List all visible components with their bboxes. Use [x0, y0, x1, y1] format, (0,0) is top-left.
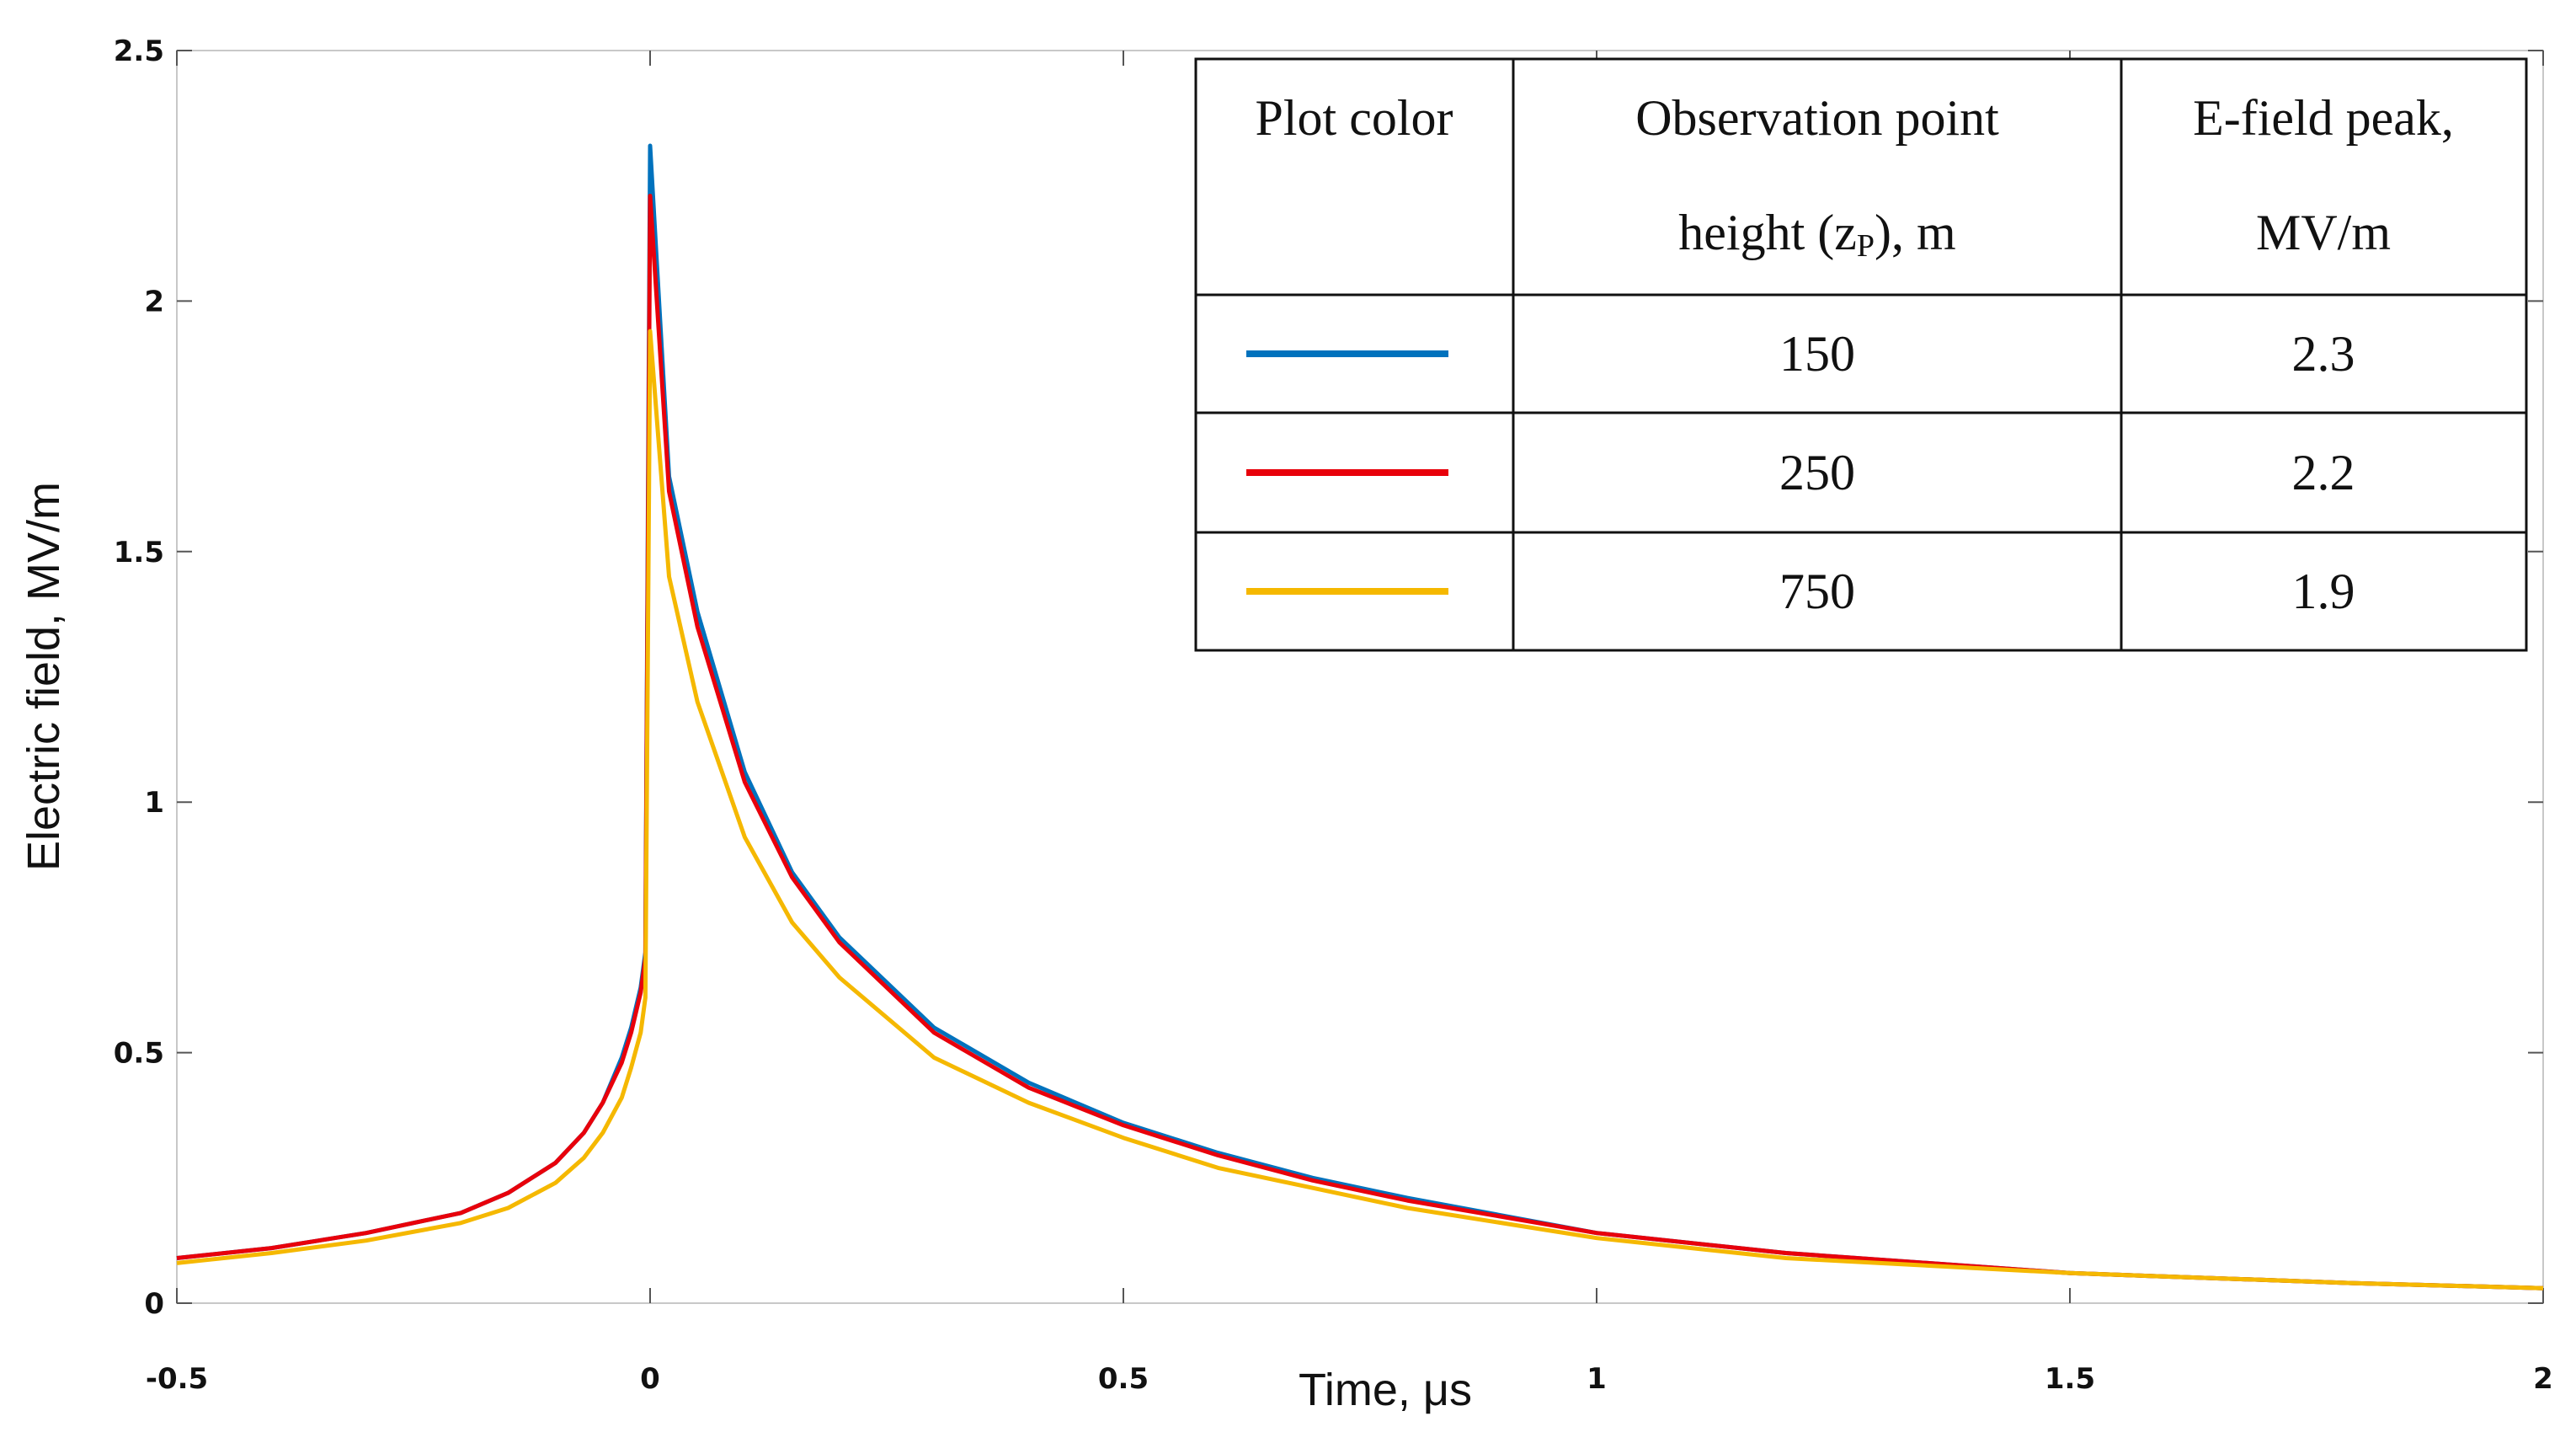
- legend-header-height-line2: height (zP), m: [1678, 205, 1955, 264]
- legend-header-height-sub: P: [1857, 228, 1875, 264]
- x-tick-label: 0.5: [1098, 1362, 1149, 1396]
- y-tick-label: 1: [144, 786, 164, 820]
- legend-header-height-b: ), m: [1875, 205, 1956, 260]
- y-tick-label: 0: [144, 1287, 164, 1321]
- legend-peak-value: 2.3: [2292, 326, 2355, 382]
- x-tick-label: 2: [2533, 1362, 2553, 1396]
- x-axis-title: Time, μs: [1299, 1365, 1472, 1415]
- y-tick-label: 1.5: [114, 536, 164, 569]
- legend-header-plot-color: Plot color: [1256, 90, 1453, 146]
- legend-peak-value: 2.2: [2292, 445, 2355, 500]
- series-line-750: [176, 329, 2544, 1291]
- x-tick-label: 1.5: [2045, 1362, 2095, 1396]
- legend-height-value: 250: [1779, 445, 1855, 500]
- legend-rows: 150 2.3 250 2.2 750 1.9: [1246, 326, 2355, 619]
- y-axis-title: Electric field, MV/m: [19, 482, 69, 871]
- legend-table: Plot color Observation point height (zP)…: [1194, 57, 2528, 652]
- x-tick-label: -0.5: [146, 1362, 208, 1396]
- y-tick-label: 2.5: [114, 35, 164, 68]
- y-axis: 0 0.5 1 1.5 2 2.5: [114, 35, 2543, 1321]
- legend-header-peak-line1: E-field peak,: [2193, 90, 2454, 146]
- x-tick-label: 1: [1587, 1362, 1607, 1396]
- series-layer: [176, 143, 2544, 1291]
- legend-height-value: 150: [1779, 326, 1855, 382]
- legend-peak-value: 1.9: [2292, 564, 2355, 619]
- x-axis: -0.5 0 0.5 1 1.5 2: [146, 51, 2553, 1396]
- legend-header-peak-line2: MV/m: [2256, 205, 2391, 260]
- x-tick-label: 0: [640, 1362, 660, 1396]
- legend-header-height-line1: Observation point: [1635, 90, 1999, 146]
- y-tick-label: 2: [144, 285, 164, 318]
- y-tick-label: 0.5: [114, 1037, 164, 1071]
- legend-header-height-a: height (z: [1678, 205, 1857, 260]
- series-line-250: [176, 194, 2544, 1291]
- legend-height-value: 750: [1779, 564, 1855, 619]
